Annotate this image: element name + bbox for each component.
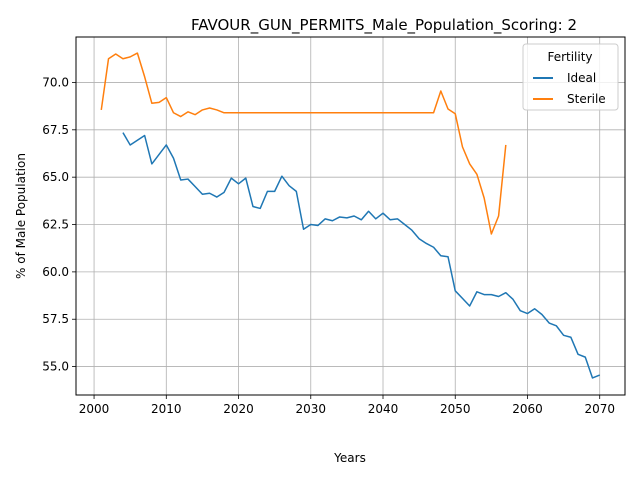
legend-title: Fertility xyxy=(547,50,592,64)
chart-title: FAVOUR_GUN_PERMITS_Male_Population_Scori… xyxy=(191,16,577,35)
x-tick-label: 2020 xyxy=(223,402,254,416)
x-axis-label: Years xyxy=(333,451,366,465)
y-tick-label: 57.5 xyxy=(42,312,69,326)
y-tick-label: 55.0 xyxy=(42,360,69,374)
series-line-ideal xyxy=(122,132,600,379)
x-tick-label: 2000 xyxy=(79,402,110,416)
legend: Fertility Ideal Sterile xyxy=(522,43,619,111)
x-axis-ticks: 2000 2010 2020 2030 2040 2050 2060 2070 xyxy=(79,395,615,416)
legend-label-ideal: Ideal xyxy=(567,71,596,85)
x-tick-label: 2030 xyxy=(295,402,326,416)
x-tick-label: 2070 xyxy=(584,402,615,416)
y-tick-label: 67.5 xyxy=(42,123,69,137)
legend-box xyxy=(522,43,619,111)
legend-label-sterile: Sterile xyxy=(567,92,606,106)
x-tick-label: 2010 xyxy=(151,402,182,416)
y-tick-label: 60.0 xyxy=(42,265,69,279)
data-series xyxy=(100,52,600,379)
y-axis-ticks: 55.0 57.5 60.0 62.5 65.0 67.5 70.0 xyxy=(42,75,76,374)
y-axis-label: % of Male Population xyxy=(14,153,28,279)
x-tick-label: 2040 xyxy=(368,402,399,416)
x-tick-label: 2050 xyxy=(440,402,471,416)
x-tick-label: 2060 xyxy=(512,402,543,416)
plot-frame xyxy=(75,36,626,396)
series-line-sterile xyxy=(100,52,507,235)
y-tick-label: 65.0 xyxy=(42,170,69,184)
y-tick-label: 70.0 xyxy=(42,75,69,89)
y-tick-label: 62.5 xyxy=(42,218,69,232)
